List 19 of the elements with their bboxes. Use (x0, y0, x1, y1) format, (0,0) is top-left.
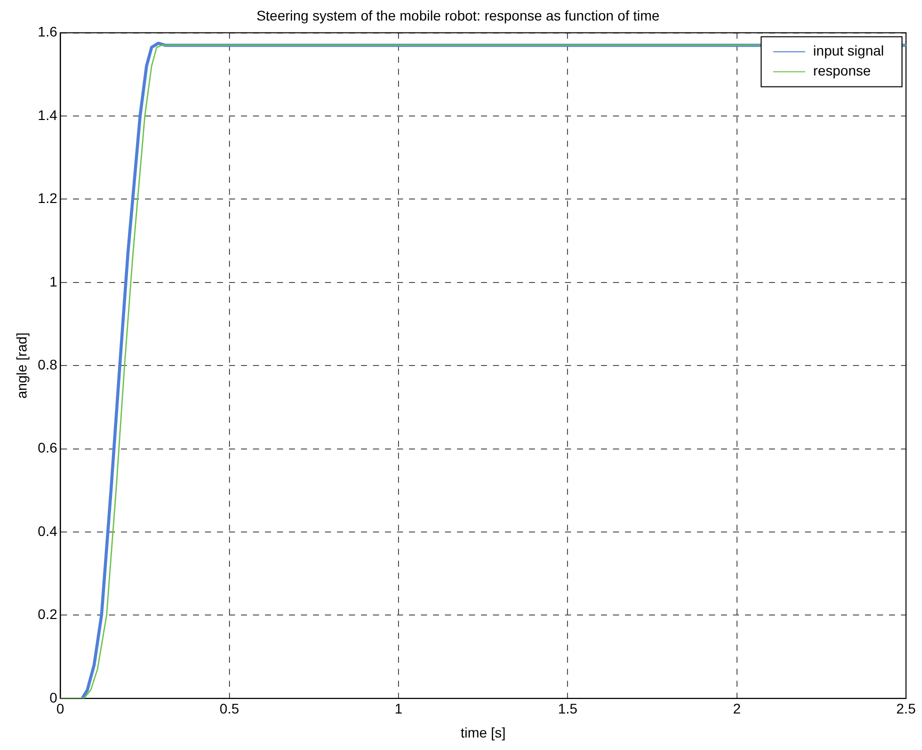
y-tick-label: 0.4 (38, 522, 58, 539)
y-axis-title: angle [rad] (13, 332, 30, 399)
y-tick-label: 1.4 (38, 106, 58, 123)
x-tick-label: 2 (732, 700, 741, 717)
x-tick-label: 1.5 (558, 700, 578, 717)
y-tick-label: 1.2 (38, 190, 58, 206)
y-tick-label: 0 (49, 689, 58, 706)
y-tick-label: 1 (49, 273, 58, 290)
x-axis-title: time [s] (460, 724, 506, 740)
legend-label: response (813, 62, 871, 79)
y-tick-label: 0.6 (38, 440, 58, 456)
x-tick-label: 2.5 (896, 700, 916, 717)
x-tick-label: 0.5 (220, 700, 240, 717)
chart-title: Steering system of the mobile robot: response as function of time (256, 7, 660, 24)
y-tick-label: 1.6 (38, 24, 58, 40)
legend-label: input signal (813, 42, 884, 59)
y-tick-label: 0.2 (38, 606, 58, 622)
y-tick-label: 0.8 (38, 356, 58, 372)
x-tick-label: 1 (394, 700, 403, 717)
